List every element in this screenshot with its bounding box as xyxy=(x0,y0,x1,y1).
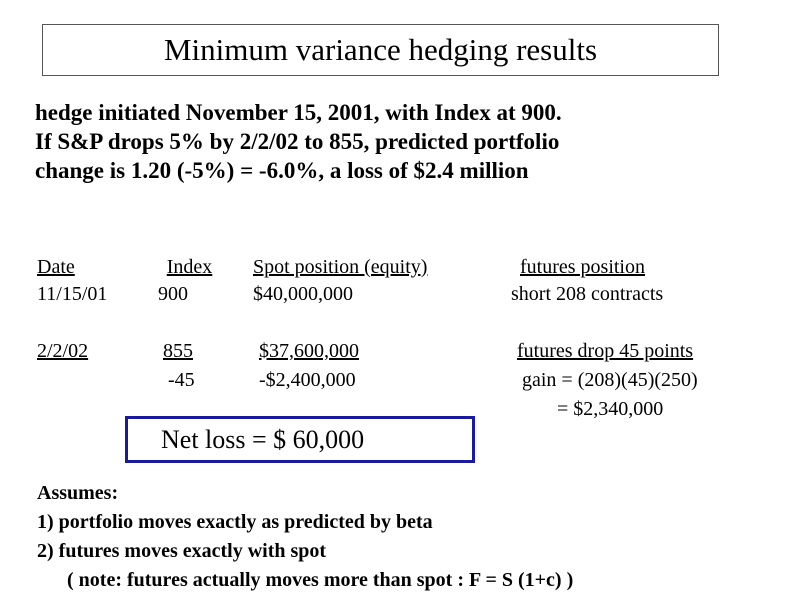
intro-text: hedge initiated November 15, 2001, with … xyxy=(35,98,562,185)
row2-index-change: -45 xyxy=(168,369,195,391)
intro-line-1: hedge initiated November 15, 2001, with … xyxy=(35,100,562,125)
intro-line-2: If S&P drops 5% by 2/2/02 to 855, predic… xyxy=(35,129,560,154)
assumption-2: 2) futures moves exactly with spot xyxy=(37,540,327,562)
header-date: Date xyxy=(37,256,75,278)
row1-futures: short 208 contracts xyxy=(511,283,664,305)
row2-futures-gain: gain = (208)(45)(250) xyxy=(522,369,698,391)
slide-title: Minimum variance hedging results xyxy=(42,24,719,76)
row2-futures: futures drop 45 points xyxy=(517,340,694,362)
row2-spot-change: -$2,400,000 xyxy=(259,369,356,391)
header-spot: Spot position (equity) xyxy=(253,256,428,278)
row1-index: 900 xyxy=(158,283,188,305)
net-loss-box: Net loss = $ 60,000 xyxy=(125,416,475,463)
header-index: Index xyxy=(166,256,213,278)
row2-index: 855 xyxy=(163,340,193,362)
assumptions: Assumes: 1) portfolio moves exactly as p… xyxy=(37,479,573,595)
row2-futures-total: = $2,340,000 xyxy=(557,398,664,420)
row2-date: 2/2/02 xyxy=(37,340,89,362)
header-futures: futures position xyxy=(520,256,645,278)
row2-spot: $37,600,000 xyxy=(259,340,359,362)
row1-date: 11/15/01 xyxy=(37,283,108,305)
assumptions-heading: Assumes: xyxy=(37,482,119,504)
row1-spot: $40,000,000 xyxy=(253,283,353,305)
assumption-note: ( note: futures actually moves more than… xyxy=(67,569,574,591)
assumption-1: 1) portfolio moves exactly as predicted … xyxy=(37,511,433,533)
slide-title-text: Minimum variance hedging results xyxy=(163,32,598,67)
net-loss-text: Net loss = $ 60,000 xyxy=(161,425,365,454)
intro-line-3: change is 1.20 (-5%) = -6.0%, a loss of … xyxy=(35,158,529,183)
